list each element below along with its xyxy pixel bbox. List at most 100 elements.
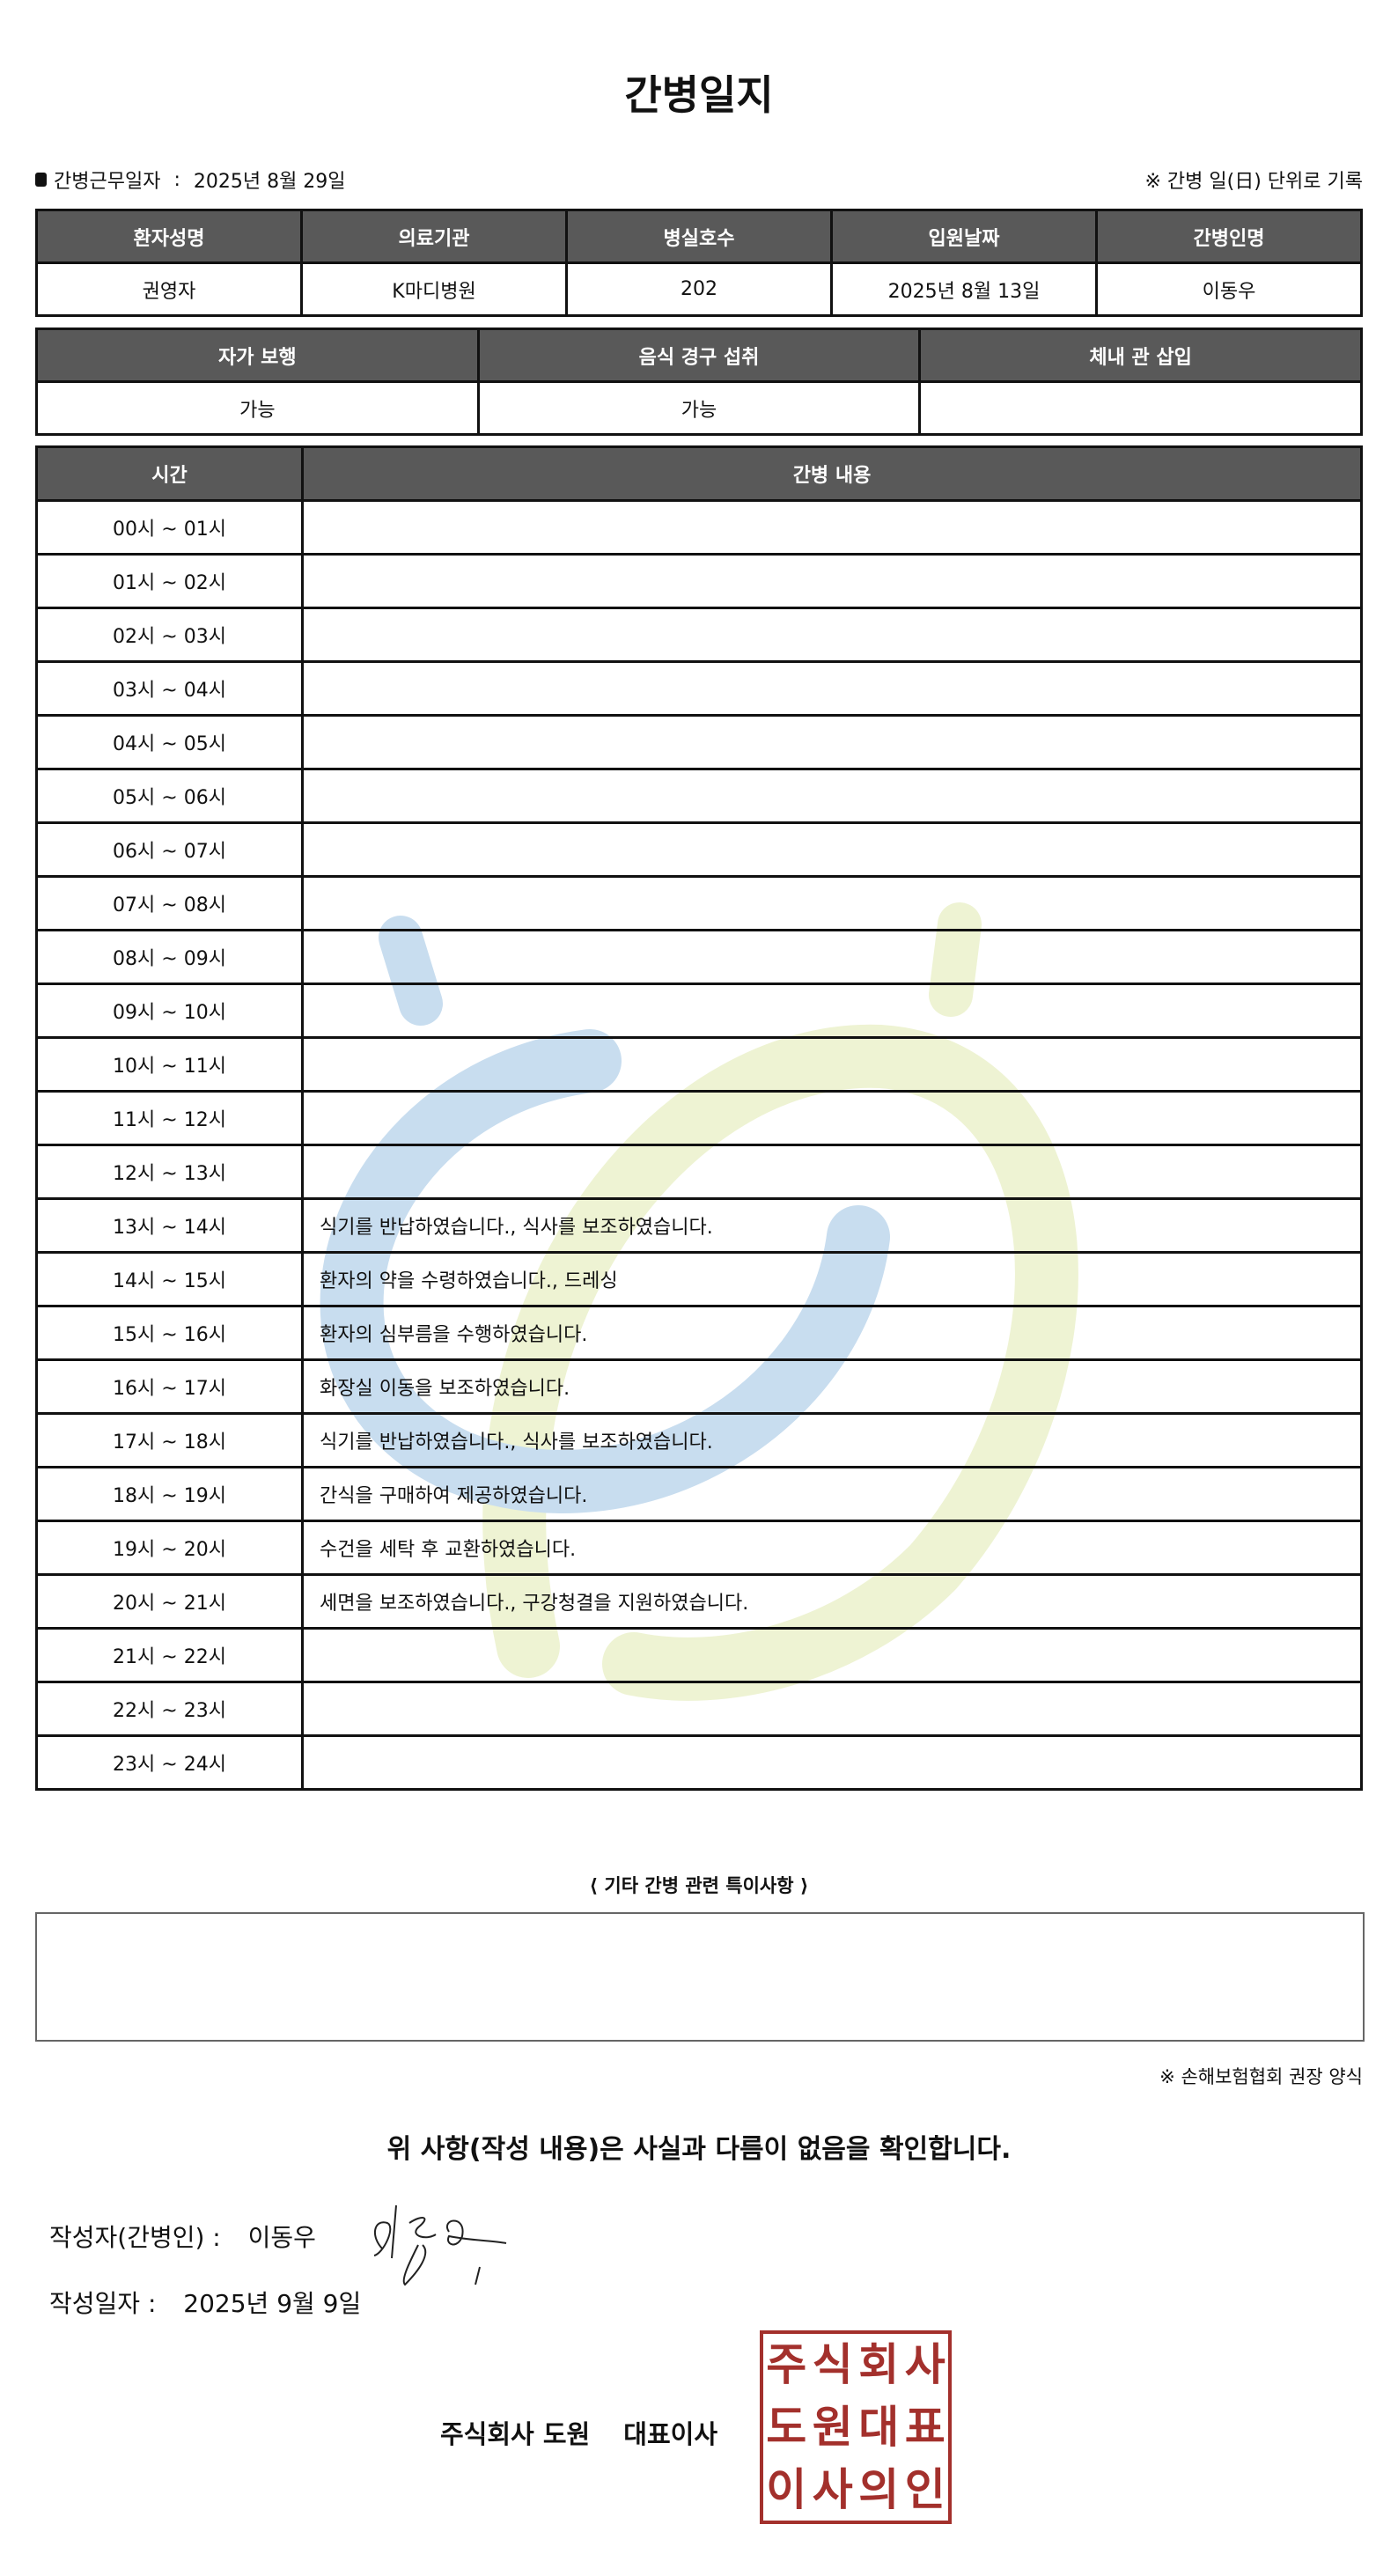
colon: : [167,168,187,191]
writer-line: 작성자(간병인) : 이동우 [49,2219,316,2254]
confirmation-statement: 위 사항(작성 내용)은 사실과 다름이 없음을 확인합니다. [386,2134,1012,2165]
caregiver: 이동우 [1095,261,1363,317]
time-slot: 04시 ~ 05시 [35,714,304,770]
time-slot: 10시 ~ 11시 [35,1036,304,1093]
table-row: 17시 ~ 18시 식기를 반납하였습니다., 식사를 보조하였습니다. [35,1412,1363,1468]
unit-note: ※ 간병 일(日) 단위로 기록 [1144,171,1364,193]
table-row: 19시 ~ 20시 수건을 세탁 후 교환하였습니다. [35,1520,1363,1576]
company-line: 주식회사 도원 대표이사 [440,2414,717,2451]
time-slot: 19시 ~ 20시 [35,1520,304,1576]
time-slot: 07시 ~ 08시 [35,875,304,931]
table-row: 13시 ~ 14시 식기를 반납하였습니다., 식사를 보조하였습니다. [35,1197,1363,1254]
care-content: 환자의 약을 수령하였습니다., 드레싱 [301,1251,1363,1307]
stamp-character: 표 [904,2401,945,2453]
time-slot: 17시 ~ 18시 [35,1412,304,1468]
date-label: 작성일자 : [49,2289,157,2318]
table-row: 08시 ~ 09시 [35,929,1363,985]
tube-insertion [918,380,1363,436]
care-content [301,1734,1363,1791]
work-date-label: 간병근무일자 [54,171,161,193]
table-row: 20시 ~ 21시 세면을 보조하였습니다., 구강청결을 지원하였습니다. [35,1573,1363,1630]
table-row: 07시 ~ 08시 [35,875,1363,931]
time-slot: 21시 ~ 22시 [35,1627,304,1683]
date-value: 2025년 9월 9일 [183,2289,362,2318]
header-patient-name: 환자성명 [35,209,303,264]
care-content [301,553,1363,609]
time-slot: 22시 ~ 23시 [35,1681,304,1737]
table-row: 15시 ~ 16시 환자의 심부름을 수행하였습니다. [35,1305,1363,1361]
time-slot: 05시 ~ 06시 [35,768,304,824]
bullet-square-icon [35,173,47,187]
time-slot: 18시 ~ 19시 [35,1466,304,1522]
writer-label: 작성자(간병인) : [49,2223,221,2252]
ceo-title: 대표이사 [623,2419,718,2449]
stamp-character: 사 [904,2339,945,2391]
stamp-character: 주 [766,2339,807,2391]
time-slot: 06시 ~ 07시 [35,821,304,878]
written-date-line: 작성일자 : 2025년 9월 9일 [49,2285,361,2320]
care-content: 식기를 반납하였습니다., 식사를 보조하였습니다. [301,1412,1363,1468]
admission-date: 2025년 8월 13일 [830,261,1098,317]
time-slot: 15시 ~ 16시 [35,1305,304,1361]
header-self-walking: 자가 보행 [35,328,480,383]
room: 202 [565,261,833,317]
table-row: 16시 ~ 17시 화장실 이동을 보조하였습니다. [35,1358,1363,1415]
time-slot: 13시 ~ 14시 [35,1197,304,1254]
care-content [301,714,1363,770]
care-log-rows: 00시 ~ 01시 01시 ~ 02시 02시 ~ 03시 03시 ~ 04시 04시 … [35,499,1363,1791]
patient-status-table: 자가 보행 음식 경구 섭취 체내 관 삽입 가능 가능 [35,328,1363,436]
care-content [301,1627,1363,1683]
header-time: 시간 [35,445,304,502]
table-row: 04시 ~ 05시 [35,714,1363,770]
care-content [301,768,1363,824]
page-title: 간병일지 [624,71,774,119]
care-content [301,929,1363,985]
care-content [301,821,1363,878]
stamp-character: 사 [812,2463,853,2515]
table-row: 12시 ~ 13시 [35,1144,1363,1200]
patient-name: 권영자 [35,261,303,317]
header-tube-insertion: 체내 관 삽입 [918,328,1363,383]
care-content [301,660,1363,717]
header-institution: 의료기관 [300,209,568,264]
stamp-character: 도 [766,2401,807,2453]
oral-intake: 가능 [476,380,922,436]
care-content: 수건을 세탁 후 교환하였습니다. [301,1520,1363,1576]
time-slot: 11시 ~ 12시 [35,1090,304,1146]
table-row: 10시 ~ 11시 [35,1036,1363,1093]
care-content [301,1144,1363,1200]
header-care-content: 간병 내용 [301,445,1363,502]
time-slot: 12시 ~ 13시 [35,1144,304,1200]
stamp-character: 회 [858,2339,900,2391]
signature [373,2204,507,2286]
care-content: 간식을 구매하여 제공하였습니다. [301,1466,1363,1522]
header-room: 병실호수 [565,209,833,264]
footnote: ※ 손해보험협회 권장 양식 [1159,2066,1363,2087]
care-log-table: 시간 간병 내용 00시 ~ 01시 01시 ~ 02시 02시 ~ 03시 03시 … [35,445,1363,1791]
time-slot: 16시 ~ 17시 [35,1358,304,1415]
care-content: 식기를 반납하였습니다., 식사를 보조하였습니다. [301,1197,1363,1254]
stamp-character: 인 [904,2463,945,2515]
self-walking: 가능 [35,380,480,436]
header-admission-date: 입원날짜 [830,209,1098,264]
care-content: 화장실 이동을 보조하였습니다. [301,1358,1363,1415]
time-slot: 14시 ~ 15시 [35,1251,304,1307]
stamp-character: 식 [812,2339,853,2391]
table-row: 22시 ~ 23시 [35,1681,1363,1737]
header-caregiver: 간병인명 [1095,209,1363,264]
table-row: 01시 ~ 02시 [35,553,1363,609]
table-row: 06시 ~ 07시 [35,821,1363,878]
table-row: 05시 ~ 06시 [35,768,1363,824]
writer-name: 이동우 [247,2223,316,2252]
care-content [301,1090,1363,1146]
table-row: 00시 ~ 01시 [35,499,1363,556]
time-slot: 08시 ~ 09시 [35,929,304,985]
notes-box [35,1912,1365,2042]
care-content: 환자의 심부름을 수행하였습니다. [301,1305,1363,1361]
stamp-character: 의 [858,2463,900,2515]
patient-info-table: 환자성명 의료기관 병실호수 입원날짜 간병인명 권영자 K마디병원 202 2… [35,209,1363,317]
table-row: 02시 ~ 03시 [35,607,1363,663]
time-slot: 00시 ~ 01시 [35,499,304,556]
care-content [301,983,1363,1039]
table-row: 03시 ~ 04시 [35,660,1363,717]
